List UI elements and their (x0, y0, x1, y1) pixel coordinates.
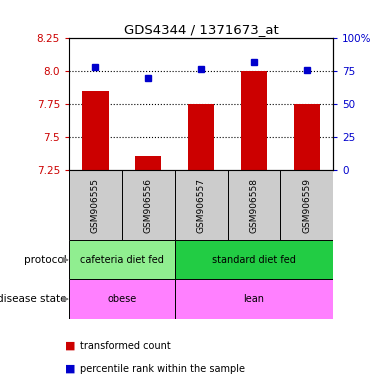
Text: GSM906557: GSM906557 (196, 178, 206, 233)
Bar (175, 170, 228, 240)
Text: GSM906559: GSM906559 (302, 178, 311, 233)
Text: standard diet fed: standard diet fed (212, 255, 296, 265)
Bar (175, 240, 333, 280)
Text: protocol: protocol (23, 255, 66, 265)
Text: lean: lean (244, 294, 264, 304)
Text: cafeteria diet fed: cafeteria diet fed (80, 255, 164, 265)
Bar (293, 104, 320, 170)
Text: ■: ■ (65, 341, 75, 351)
Bar (188, 104, 214, 170)
Bar (135, 156, 162, 170)
Bar (228, 170, 280, 240)
Text: disease state: disease state (0, 294, 66, 304)
Text: transformed count: transformed count (80, 341, 171, 351)
Bar (69, 170, 122, 240)
Text: obese: obese (107, 294, 136, 304)
Text: percentile rank within the sample: percentile rank within the sample (80, 364, 246, 374)
Text: GSM906556: GSM906556 (144, 178, 153, 233)
Bar (82, 91, 109, 170)
Bar (69, 240, 175, 280)
Text: GSM906558: GSM906558 (249, 178, 259, 233)
Bar (69, 280, 175, 319)
Title: GDS4344 / 1371673_at: GDS4344 / 1371673_at (124, 23, 278, 36)
Bar (175, 280, 333, 319)
Bar (122, 170, 175, 240)
Bar (280, 170, 333, 240)
Bar (241, 71, 267, 170)
Text: ■: ■ (65, 364, 75, 374)
Text: GSM906555: GSM906555 (91, 178, 100, 233)
